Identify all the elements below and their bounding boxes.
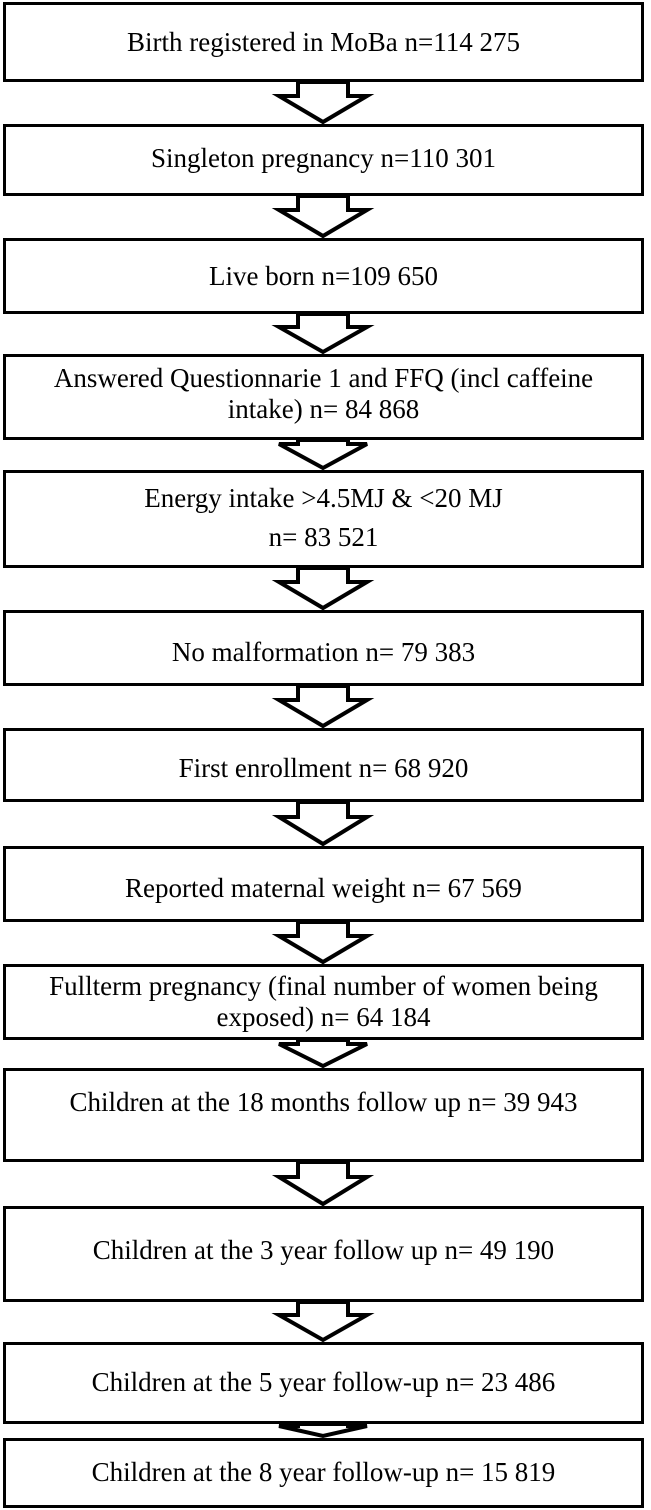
step-text-line: n= 83 521 — [268, 522, 379, 552]
step-text-line: Children at the 8 year follow-up n= 15 8… — [91, 1457, 556, 1487]
down-arrow-icon — [278, 438, 368, 471]
down-arrow-icon — [271, 80, 375, 125]
step-text-line: First enrollment n= 68 920 — [178, 753, 469, 783]
step-box-first-enrollment: First enrollment n= 68 920 — [3, 728, 644, 802]
step-text-line: intake) n= 84 868 — [227, 394, 420, 424]
down-arrow-icon — [271, 312, 375, 355]
down-arrow-icon — [271, 566, 375, 611]
step-text-line: Live born n=109 650 — [209, 261, 438, 291]
step-box-reported-maternal-weight: Reported maternal weight n= 67 569 — [3, 846, 644, 922]
down-arrow-icon — [271, 194, 375, 239]
step-text-line: exposed) n= 64 184 — [216, 1002, 431, 1032]
down-arrow-icon — [271, 684, 375, 729]
step-text-line: Fullterm pregnancy (final number of wome… — [49, 971, 598, 1001]
step-box-8-year-follow-up: Children at the 8 year follow-up n= 15 8… — [3, 1438, 644, 1508]
step-text-line: Energy intake >4.5MJ & <20 MJ — [144, 483, 503, 513]
step-box-birth-registered: Birth registered in MoBa n=114 275 — [3, 2, 644, 82]
step-box-live-born: Live born n=109 650 — [3, 238, 644, 314]
step-box-18-months-follow-up: Children at the 18 months follow up n= 3… — [3, 1068, 644, 1162]
step-text-line: Singleton pregnancy n=110 301 — [151, 143, 496, 173]
step-text-line: Children at the 5 year follow-up n= 23 4… — [91, 1367, 556, 1397]
step-text-line: Children at the 18 months follow up n= 3… — [69, 1087, 578, 1117]
step-text-line: No malformation n= 79 383 — [171, 637, 476, 667]
step-box-fullterm-pregnancy: Fullterm pregnancy (final number of wome… — [3, 964, 644, 1040]
step-box-3-year-follow-up: Children at the 3 year follow up n= 49 1… — [3, 1206, 644, 1302]
step-text-line: Children at the 3 year follow up n= 49 1… — [92, 1235, 555, 1265]
step-box-no-malformation: No malformation n= 79 383 — [3, 610, 644, 686]
step-box-energy-intake: Energy intake >4.5MJ & <20 MJ n= 83 521 — [3, 470, 644, 568]
down-arrow-icon — [271, 1160, 375, 1207]
step-box-singleton-pregnancy: Singleton pregnancy n=110 301 — [3, 124, 644, 196]
down-arrow-icon — [271, 800, 375, 847]
down-arrow-icon — [271, 920, 375, 965]
down-arrow-icon — [271, 1300, 375, 1343]
step-text-line: Birth registered in MoBa n=114 275 — [127, 27, 520, 57]
step-text-line: Answered Questionnarie 1 and FFQ (incl c… — [53, 363, 594, 393]
down-arrow-icon — [278, 1422, 368, 1439]
down-arrow-icon — [278, 1038, 368, 1069]
step-box-5-year-follow-up: Children at the 5 year follow-up n= 23 4… — [3, 1342, 644, 1424]
step-box-answered-questionnaire: Answered Questionnarie 1 and FFQ (incl c… — [3, 354, 644, 440]
step-text-line: Reported maternal weight n= 67 569 — [125, 873, 522, 903]
